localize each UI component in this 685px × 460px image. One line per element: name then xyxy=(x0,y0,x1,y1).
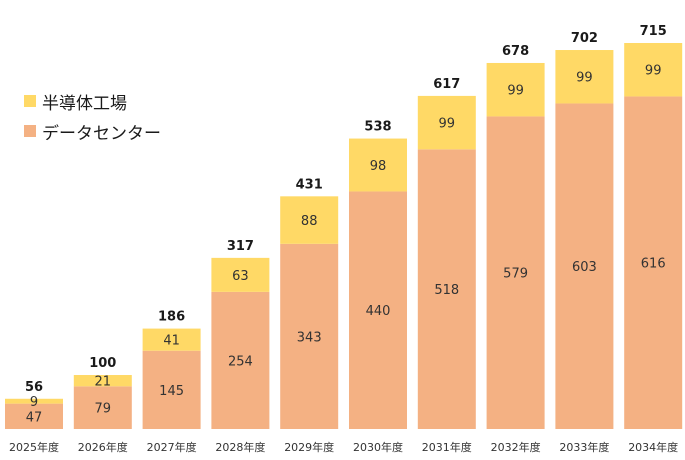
label-total-4: 431 xyxy=(296,177,323,192)
label-total-3: 317 xyxy=(227,239,254,254)
label-total-9: 715 xyxy=(640,24,667,39)
label-datacenter-7: 579 xyxy=(503,267,528,282)
label-datacenter-5: 440 xyxy=(366,304,391,319)
label-datacenter-3: 254 xyxy=(228,354,253,369)
label-total-0: 56 xyxy=(25,380,43,395)
label-semiconductor-9: 99 xyxy=(645,64,662,79)
label-total-7: 678 xyxy=(502,44,529,59)
legend: 半導体工場 データセンター xyxy=(24,86,161,146)
x-tick-label-1: 2026年度 xyxy=(78,440,128,454)
label-semiconductor-6: 99 xyxy=(439,117,456,132)
legend-item-semiconductor: 半導体工場 xyxy=(24,86,161,116)
x-tick-label-8: 2033年度 xyxy=(559,440,609,454)
bar-semiconductor-8 xyxy=(555,50,614,104)
label-datacenter-9: 616 xyxy=(641,257,666,272)
x-tick-label-3: 2028年度 xyxy=(215,440,265,454)
label-semiconductor-8: 99 xyxy=(576,71,593,86)
bar-semiconductor-4 xyxy=(280,196,339,244)
label-semiconductor-4: 88 xyxy=(301,214,318,229)
bar-semiconductor-5 xyxy=(349,138,407,192)
legend-swatch-semiconductor xyxy=(24,95,36,107)
bar-datacenter-5 xyxy=(349,191,407,429)
label-semiconductor-7: 99 xyxy=(507,84,524,99)
label-total-2: 186 xyxy=(158,310,185,325)
x-tick-label-4: 2029年度 xyxy=(284,440,334,454)
bar-semiconductor-3 xyxy=(211,257,270,292)
label-datacenter-0: 47 xyxy=(26,410,43,425)
legend-label-semiconductor: 半導体工場 xyxy=(42,93,127,114)
bar-datacenter-4 xyxy=(280,243,339,429)
label-datacenter-8: 603 xyxy=(572,260,597,275)
label-semiconductor-5: 98 xyxy=(370,159,387,174)
x-tick-label-9: 2034年度 xyxy=(628,440,678,454)
bar-datacenter-0 xyxy=(5,403,63,429)
label-semiconductor-1: 21 xyxy=(95,375,112,390)
bar-semiconductor-7 xyxy=(486,62,545,117)
x-tick-label-7: 2032年度 xyxy=(491,440,541,454)
legend-item-datacenter: データセンター xyxy=(24,116,161,146)
x-tick-label-5: 2030年度 xyxy=(353,440,403,454)
label-datacenter-2: 145 xyxy=(159,384,184,399)
label-datacenter-4: 343 xyxy=(297,330,322,345)
label-datacenter-1: 79 xyxy=(95,402,112,417)
label-total-5: 538 xyxy=(364,120,391,135)
bar-semiconductor-1 xyxy=(73,375,132,387)
x-tick-label-6: 2031年度 xyxy=(422,440,472,454)
label-semiconductor-3: 63 xyxy=(232,269,249,284)
label-total-1: 100 xyxy=(89,356,116,371)
label-total-8: 702 xyxy=(571,31,598,46)
bars-layer xyxy=(5,43,683,430)
bar-semiconductor-0 xyxy=(5,398,63,404)
bar-datacenter-7 xyxy=(486,116,545,429)
bar-datacenter-3 xyxy=(211,291,270,429)
bar-datacenter-6 xyxy=(417,149,476,429)
legend-label-datacenter: データセンター xyxy=(42,123,161,144)
bar-semiconductor-9 xyxy=(624,43,683,97)
label-semiconductor-0: 9 xyxy=(30,395,38,410)
bar-datacenter-9 xyxy=(624,96,683,429)
legend-swatch-datacenter xyxy=(24,125,36,137)
bar-datacenter-1 xyxy=(73,386,132,429)
label-datacenter-6: 518 xyxy=(434,283,459,298)
x-tick-label-2: 2027年度 xyxy=(147,440,197,454)
label-semiconductor-2: 41 xyxy=(163,334,180,349)
bar-semiconductor-2 xyxy=(142,328,201,351)
bar-datacenter-2 xyxy=(142,350,201,429)
bar-semiconductor-6 xyxy=(417,95,476,150)
bar-datacenter-8 xyxy=(555,103,614,430)
x-tick-label-0: 2025年度 xyxy=(9,440,59,454)
label-total-6: 617 xyxy=(433,77,460,92)
